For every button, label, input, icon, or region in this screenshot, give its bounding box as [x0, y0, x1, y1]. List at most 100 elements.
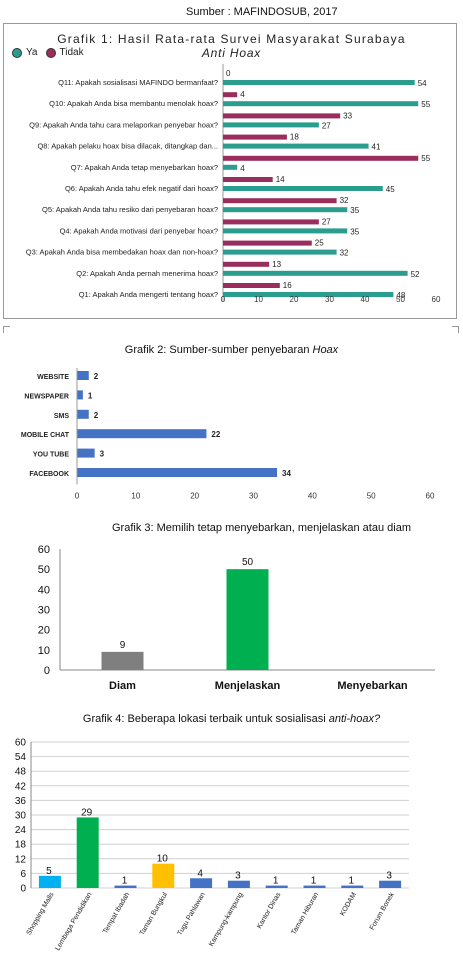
- corner-mark-right: [452, 326, 459, 333]
- chart3-title: Grafik 3: Memilih tetap menyebarkan, men…: [112, 522, 411, 534]
- chart3-value-label: 9: [120, 640, 126, 651]
- chart1-bar-tidak: [223, 134, 287, 140]
- chart1-label-tidak: 32: [340, 196, 349, 205]
- chart4-category-label: Kampung-kampung: [208, 891, 245, 948]
- chart2-category-label: YOU TUBE: [33, 452, 70, 459]
- chart1-bar-tidak: [223, 261, 270, 267]
- chart1-label-tidak: 13: [272, 260, 281, 269]
- chart2-value-label: 3: [100, 450, 105, 459]
- chart1-category-label: Q6: Apakah Anda tahu efek negatif dari h…: [65, 184, 218, 193]
- chart4-category-label: Lembaga Pendidikan: [54, 891, 93, 952]
- chart1-bar-tidak: [223, 283, 280, 288]
- chart1-bar-ya: [223, 122, 319, 128]
- chart1-x-tick: 0: [221, 295, 226, 304]
- chart4-value-label: 3: [386, 871, 392, 882]
- chart1-bar-tidak: [223, 219, 319, 225]
- chart2-bar: [77, 429, 207, 439]
- chart1-label-tidak: 16: [283, 281, 292, 290]
- chart4-bar: [303, 885, 326, 888]
- chart1-category-label: Q1: Apakah Anda mengerti tentang hoax?: [79, 290, 218, 299]
- chart2-value-label: 2: [94, 372, 99, 381]
- chart2-x-tick: 40: [308, 491, 317, 500]
- chart4-bar: [76, 817, 99, 888]
- chart1-label-tidak: 0: [226, 69, 231, 78]
- chart4-bar: [114, 885, 137, 888]
- chart3-plot: 0 10 20 30 40 50 60 9 Diam 50 Menjelaskan Menyebark…: [38, 544, 435, 692]
- chart1-bar-ya: [223, 207, 348, 213]
- chart1-title: Grafik 1: Hasil Rata-rata Survei Masyara…: [57, 32, 406, 46]
- chart2-x-tick: 10: [131, 491, 140, 500]
- legend-ya-swatch: [12, 47, 22, 58]
- chart2-category-label: NEWSPAPER: [24, 393, 69, 400]
- chart2-value-label: 22: [211, 430, 220, 439]
- chart3-category-label: Diam: [109, 680, 136, 692]
- chart1-bar-ya: [223, 292, 394, 297]
- chart4-y-tick: 36: [15, 796, 27, 807]
- chart3-y-tick: 50: [38, 564, 50, 576]
- chart4-value-label: 1: [273, 876, 279, 887]
- corner-mark-left: [3, 326, 10, 333]
- chart4-category-label: Taman Hiburan: [290, 891, 320, 936]
- chart2-bar: [77, 390, 83, 400]
- chart4-category-label: Forum Bonek: [369, 891, 396, 931]
- chart4-y-tick: 42: [15, 781, 27, 792]
- chart2-title: Grafik 2: Sumber-sumber penyebaran Hoax: [0, 344, 463, 356]
- chart1-category-label: Q3: Apakah Anda bisa membedakan hoax dan…: [26, 248, 218, 257]
- chart1-label-ya: 41: [372, 143, 381, 152]
- chart4-y-tick: 54: [15, 752, 27, 763]
- chart4-y-tick: 60: [15, 738, 27, 749]
- chart4-plot: 0 6 12 18 24 30 36 42 48 54 60 5 Shopping Malls 29 Lem…: [15, 738, 409, 952]
- chart2-category-label: MOBILE CHAT: [21, 432, 70, 439]
- chart2-value-label: 1: [88, 391, 93, 400]
- chart1-label-ya: 55: [421, 100, 430, 109]
- chart4-value-label: 29: [81, 807, 93, 818]
- chart1-bar-ya: [223, 80, 415, 85]
- chart2-value-label: 34: [282, 469, 291, 478]
- chart1-x-tick: 40: [361, 295, 370, 304]
- legend-ya-label: Ya: [26, 47, 38, 58]
- chart1-bar-ya: [223, 164, 238, 170]
- chart1-bar-tidak: [223, 92, 238, 98]
- chart1-label-ya: 4: [240, 164, 245, 173]
- chart3-y-tick: 60: [38, 544, 50, 556]
- chart1-bar-ya: [223, 270, 408, 276]
- chart4-value-label: 1: [349, 876, 355, 887]
- chart4-value-label: 1: [311, 876, 317, 887]
- chart4-category-label: Tugu Pahlawan: [177, 891, 207, 936]
- chart1-label-ya: 35: [350, 227, 359, 236]
- chart3-y-tick: 0: [44, 665, 50, 677]
- chart1-bar-tidak: [223, 155, 419, 161]
- chart1-label-tidak: 18: [290, 133, 299, 142]
- chart4-bar: [379, 880, 402, 888]
- chart4-y-tick: 6: [20, 869, 26, 880]
- chart1-legend: Ya Tidak: [12, 47, 84, 58]
- chart1-x-tick: 10: [254, 295, 263, 304]
- chart1-bar-tidak: [223, 177, 273, 182]
- chart4-category-label: Taman Bungkul: [139, 891, 169, 937]
- chart4-title: Grafik 4: Beberapa lokasi terbaik untuk …: [0, 713, 463, 725]
- chart1-bar-tidak: [223, 113, 341, 119]
- chart2-title-text: Grafik 2: Sumber-sumber penyebaran: [124, 344, 313, 356]
- chart1-label-tidak: 25: [315, 239, 324, 248]
- chart1-category-label: Q8: Apakah pelaku hoax bisa dilacak, dit…: [37, 142, 218, 151]
- chart1-category-label: Q4: Apakah Anda motivasi dari penyebar h…: [60, 226, 218, 235]
- chart3-y-tick: 10: [38, 645, 50, 657]
- chart1-label-tidak: 4: [240, 90, 245, 99]
- chart2-value-label: 2: [94, 411, 99, 420]
- chart2-category-label: FACEBOOK: [29, 471, 69, 478]
- chart1-label-ya: 48: [396, 291, 405, 300]
- chart1-plot: 0 54 Q11: Apakah sosialisasi MAFINDO berma…: [26, 64, 441, 304]
- chart1-bar-ya: [223, 101, 419, 107]
- chart1-label-ya: 52: [411, 270, 420, 279]
- chart4-value-label: 1: [122, 876, 128, 887]
- chart1-label-ya: 35: [350, 206, 359, 215]
- chart1-label-tidak: 14: [276, 175, 285, 184]
- chart1-bar-ya: [223, 249, 337, 255]
- chart1-category-label: Q11: Apakah sosialisasi MAFINDO bermanfa…: [58, 78, 218, 87]
- chart1-label-tidak: 27: [322, 217, 331, 226]
- chart4-y-tick: 30: [15, 811, 27, 822]
- chart3-category-label: Menyebarkan: [337, 680, 408, 692]
- legend-tidak-swatch: [45, 47, 56, 58]
- chart1-label-ya: 45: [386, 185, 395, 194]
- chart1-frame: [3, 23, 457, 319]
